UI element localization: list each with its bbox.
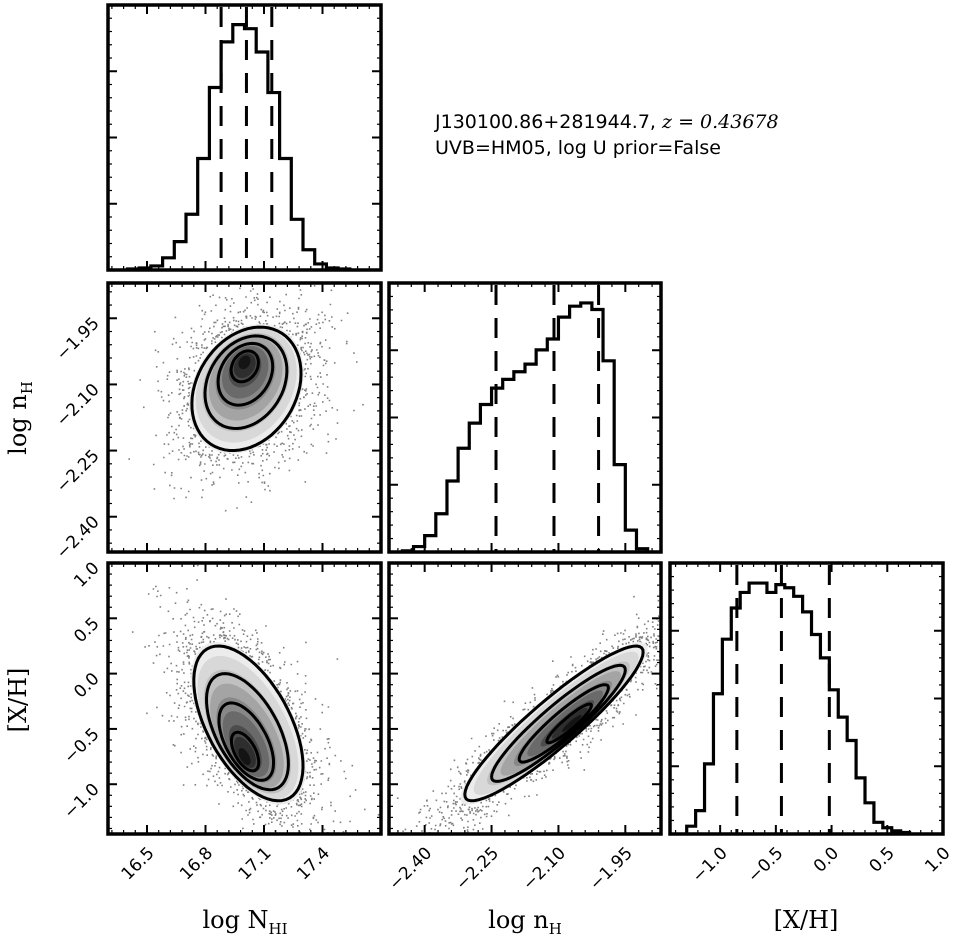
hist-2-xtick-label: 1.0 [921, 843, 954, 876]
hist-0 [106, 3, 383, 272]
density-3: −2.40 −2.25 −2.10 −1.95 [53, 281, 383, 563]
y-axis-label-lognH-main: log n [4, 394, 32, 455]
density-5-xtick-label: −1.95 [586, 843, 637, 894]
x-axis-label-logNHI-main: log N [202, 906, 268, 934]
hist-0-bars [125, 23, 352, 271]
y-axis-label-XH-main: [X/H] [4, 668, 32, 733]
x-axis-label-logNHI-sub: HI [269, 920, 288, 938]
annotation-object-name: J130100.86+281944.7, [434, 111, 662, 133]
density-4-xtick-label: 16.5 [118, 843, 159, 884]
density-4-contour-0 [192, 644, 305, 803]
density-4: −1.0 −0.5 0.0 0.5 1.0 16.5 16.8 17.1 17.4 [60, 558, 383, 884]
hist-1 [387, 281, 663, 554]
density-4-xtick-label: 17.4 [293, 843, 334, 884]
density-3-contour-0 [190, 325, 303, 452]
hist-0-frame [106, 3, 383, 272]
density-5-plot-area [390, 595, 661, 834]
x-axis-label-lognH: log nH [488, 906, 562, 938]
hist-2-xtick-label: 0.0 [810, 843, 843, 876]
density-4-ytick-label: −0.5 [60, 724, 103, 767]
density-5-contour-1 [490, 663, 627, 783]
density-5-contour-0 [463, 644, 645, 803]
density-5-contour-2 [517, 683, 610, 764]
x-axis-label-XH: [X/H] [774, 906, 839, 934]
density-4-ytick-label: 0.0 [70, 669, 103, 702]
density-3-ytick-label: −1.95 [53, 314, 104, 365]
density-4-ytick-label: 1.0 [70, 558, 103, 591]
density-5: −2.40 −2.25 −2.10 −1.95 [385, 561, 663, 894]
hist-2-xtick-label: −1.0 [688, 843, 731, 886]
annotation-redshift: z = 0.43678 [661, 111, 779, 133]
density-3-ytick-label: −2.25 [53, 446, 104, 497]
density-3-ytick-label: −2.40 [53, 512, 104, 563]
density-5-frame [387, 561, 663, 836]
x-axis-label-logNHI: log NHI [202, 906, 287, 938]
hist-1-frame [387, 281, 663, 554]
density-5-xtick-label: −2.40 [385, 843, 436, 894]
density-4-ytick-label: −1.0 [60, 780, 103, 823]
density-3-frame [106, 281, 383, 554]
density-4-contour-1 [204, 672, 290, 792]
hist-1-bars [400, 301, 650, 553]
density-4-contour-2 [217, 701, 275, 782]
density-5-level-8 [562, 714, 582, 732]
y-axis-label-lognH-sub: H [18, 381, 36, 394]
density-3-level-8 [238, 355, 251, 370]
corner-plot-annotation: J130100.86+281944.7, z = 0.43678 UVB=HM0… [434, 111, 779, 159]
annotation-line-2: UVB=HM05, log U prior=False [435, 137, 721, 159]
density-3-plot-area [128, 283, 364, 512]
density-4-xtick-label: 17.1 [235, 843, 276, 884]
hist-2-xtick-label: 0.5 [866, 843, 899, 876]
density-4-frame [106, 561, 383, 836]
density-5-xtick-label: −2.25 [452, 843, 503, 894]
density-3-contour-2 [216, 341, 275, 407]
density-5-contour-3 [545, 702, 593, 745]
y-axis-label-lognH: log nH [4, 381, 36, 455]
density-3-contour-1 [203, 334, 289, 431]
annotation-line-1: J130100.86+281944.7, z = 0.43678 [434, 111, 779, 133]
density-4-ytick-label: 0.5 [70, 614, 103, 647]
x-axis-label-lognH-main: log n [488, 906, 549, 934]
density-4-plot-area [131, 564, 380, 834]
hist-2: −1.0 −0.5 0.0 0.5 1.0 [668, 561, 955, 887]
density-3-contour-3 [229, 349, 260, 384]
density-3-ytick-label: −2.10 [53, 380, 104, 431]
hist-2-xtick-label: −0.5 [744, 843, 787, 886]
density-4-level-8 [238, 748, 251, 766]
density-4-contour-3 [229, 730, 261, 773]
hist-2-bars [685, 581, 912, 835]
density-4-xtick-label: 16.8 [176, 843, 217, 884]
density-5-xtick-label: −2.10 [519, 843, 570, 894]
y-axis-label-XH: [X/H] [4, 668, 32, 733]
x-axis-label-lognH-sub: H [549, 920, 562, 938]
hist-2-frame [668, 561, 945, 836]
x-axis-label-XH-main: [X/H] [774, 906, 839, 934]
